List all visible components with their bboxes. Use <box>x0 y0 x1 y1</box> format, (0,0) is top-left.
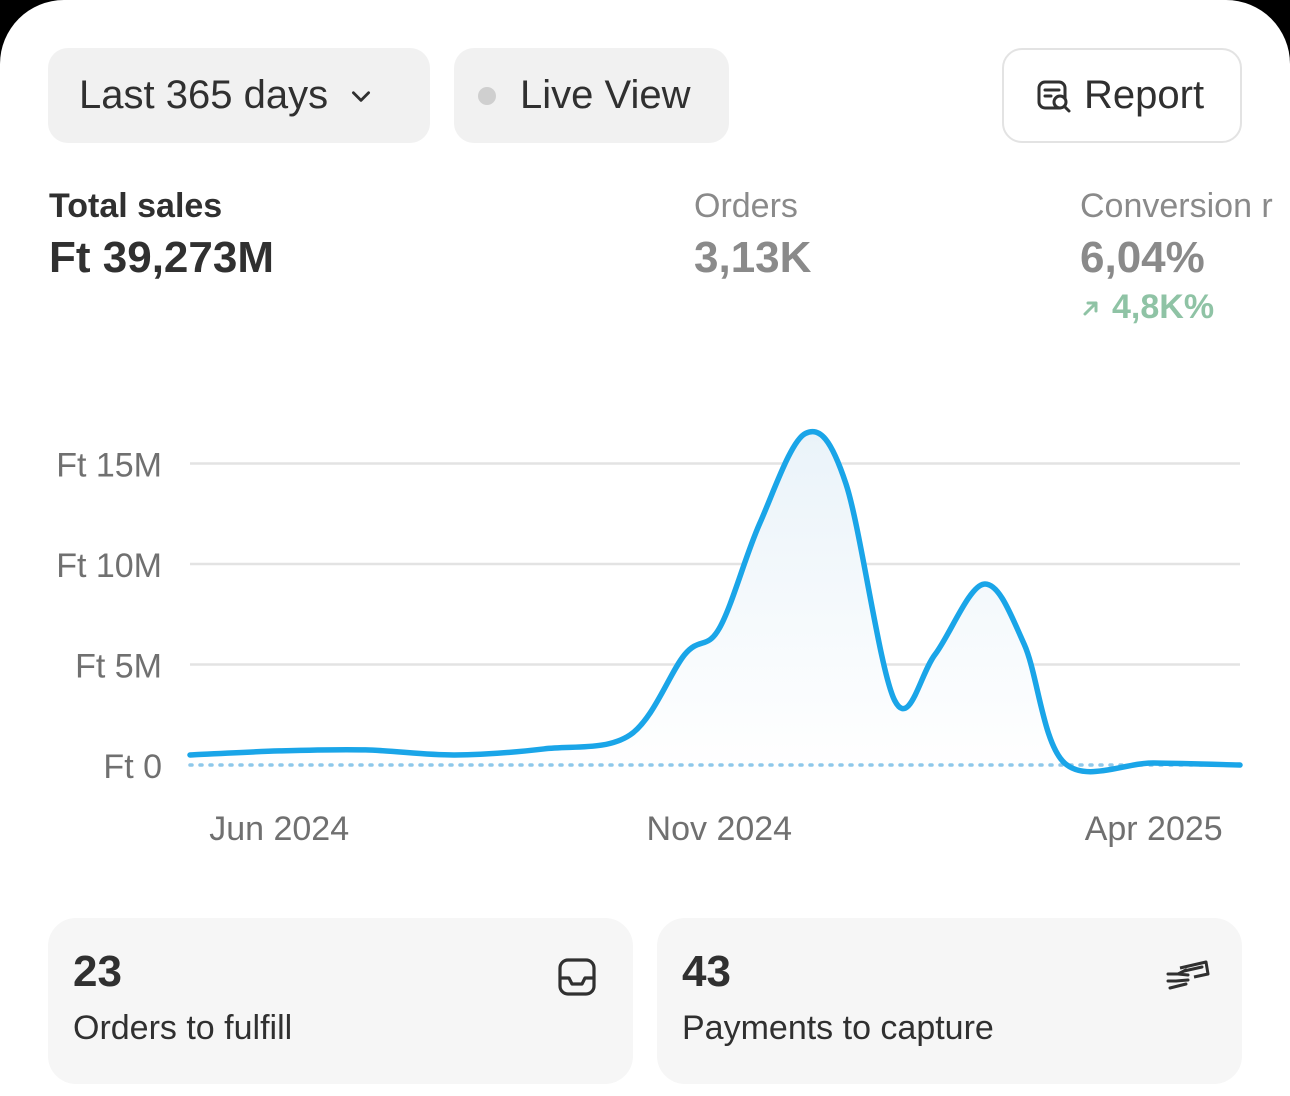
chevron-down-icon <box>352 90 371 102</box>
arrow-up-right-icon <box>1083 301 1098 315</box>
sales-chart: Ft 0 Ft 5M Ft 10M Ft 15M Jun 2024 Nov 2024 Ap… <box>56 429 1243 848</box>
date-range-label: Last 365 days <box>79 73 329 117</box>
payments-to-capture-count: 43 <box>682 947 731 996</box>
y-tick-label: Ft 5M <box>75 648 162 686</box>
chart-lines <box>187 429 1243 775</box>
orders-to-fulfill-count: 23 <box>73 947 122 996</box>
conversion-label: Conversion r <box>1080 187 1273 225</box>
x-tick-label: Apr 2025 <box>1085 810 1223 848</box>
conversion-change: 4,8K% <box>1080 288 1273 327</box>
x-tick-label: Jun 2024 <box>209 810 349 848</box>
report-button[interactable]: Report <box>1002 48 1242 143</box>
report-search-icon <box>1037 80 1071 112</box>
x-tick-label: Nov 2024 <box>647 810 793 848</box>
x-axis-labels: Jun 2024 Nov 2024 Apr 2025 <box>209 810 1222 848</box>
total-sales-value: Ft 39,273M <box>49 233 274 282</box>
hand-cash-icon <box>1166 960 1210 990</box>
conversion-value: 6,04% <box>1080 233 1205 282</box>
payments-to-capture-card[interactable]: 43 Payments to capture <box>657 918 1242 1084</box>
live-view-button[interactable]: Live View <box>454 48 729 143</box>
conversion-change-value: 4,8K% <box>1112 288 1215 326</box>
conversion-metric[interactable]: Conversion r 6,04% 4,8K% <box>1080 186 1273 327</box>
orders-to-fulfill-card[interactable]: 23 Orders to fulfill <box>48 918 633 1084</box>
orders-label: Orders <box>694 187 798 225</box>
sales-series-line <box>187 429 1243 775</box>
y-tick-label: Ft 15M <box>56 447 162 485</box>
y-tick-label: Ft 10M <box>56 547 162 585</box>
live-view-label: Live View <box>520 73 691 117</box>
orders-metric[interactable]: Orders 3,13K <box>694 186 811 284</box>
y-axis-labels: Ft 0 Ft 5M Ft 10M Ft 15M <box>56 447 162 787</box>
total-sales-label: Total sales <box>49 187 223 225</box>
status-dot-icon <box>478 86 496 105</box>
orders-value: 3,13K <box>694 233 812 282</box>
report-label: Report <box>1084 73 1205 117</box>
inbox-icon <box>558 958 596 996</box>
chart-area <box>190 431 1240 772</box>
date-range-selector[interactable]: Last 365 days <box>48 48 430 143</box>
sales-area-fill <box>190 431 1240 772</box>
orders-to-fulfill-label: Orders to fulfill <box>73 1009 293 1047</box>
y-tick-label: Ft 0 <box>103 748 162 786</box>
payments-to-capture-label: Payments to capture <box>682 1009 994 1047</box>
total-sales-metric[interactable]: Total sales Ft 39,273M <box>49 186 274 284</box>
